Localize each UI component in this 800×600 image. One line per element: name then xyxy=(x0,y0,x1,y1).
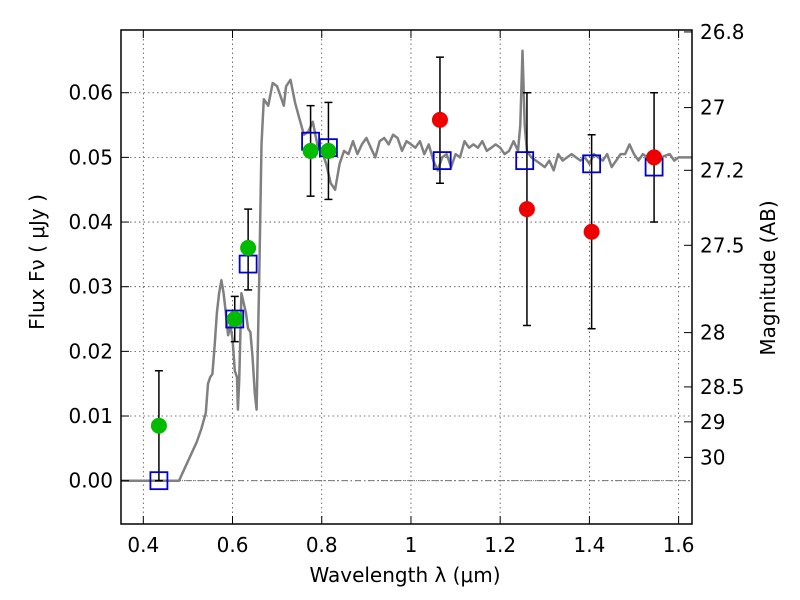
observed-flux-point xyxy=(583,223,600,240)
model-flux-square-point xyxy=(432,151,452,171)
plot-contents xyxy=(121,49,692,491)
y2-tick-label: 30 xyxy=(700,445,725,469)
y-tick-label: 0.05 xyxy=(68,145,113,169)
x-tick-label: 1.4 xyxy=(573,533,605,557)
x-tick-label: 0.4 xyxy=(127,533,159,557)
y2-tick-label: 27 xyxy=(700,96,725,120)
y2-tick-label: 28 xyxy=(700,321,725,345)
x-tick-label: 1.2 xyxy=(484,533,516,557)
observed-flux-point xyxy=(320,142,337,159)
y-tick-label: 0.06 xyxy=(68,81,113,105)
observed-flux-point xyxy=(240,239,257,256)
y2-tick-label: 29 xyxy=(700,410,725,434)
x-tick-label: 1 xyxy=(405,533,418,557)
x-axis-label: Wavelength λ (μm) xyxy=(309,563,500,587)
observed-flux-point xyxy=(518,201,535,218)
observed-flux-point xyxy=(302,142,319,159)
observed-flux-point xyxy=(226,311,243,328)
y-tick-label: 0.04 xyxy=(68,210,113,234)
observed-flux-point xyxy=(646,149,663,166)
y-axis-label: Flux Fν ( μJy ) xyxy=(25,194,49,330)
y-tick-label: 0.03 xyxy=(68,275,113,299)
tick-labels: 0.4 0.6 0.8 1 1.2 1.4 1.6 0.00 0.01 0.02 0.03 0.04 0… xyxy=(68,20,744,557)
y2-axis-label: Magnitude (AB) xyxy=(756,200,780,355)
model-spectrum-line xyxy=(121,49,692,482)
y2-tick-label: 27.5 xyxy=(700,233,745,257)
y-tick-label: 0.02 xyxy=(68,339,113,363)
y2-tick-label: 27.2 xyxy=(700,158,745,182)
plot-frame xyxy=(120,29,693,525)
y2-tick-label: 28.5 xyxy=(700,375,745,399)
y-tick-label: 0.00 xyxy=(68,469,113,493)
observed-flux-point xyxy=(150,417,167,434)
model-flux-square-point xyxy=(149,471,169,491)
y2-tick-label: 26.8 xyxy=(700,20,745,44)
model-flux-square-point xyxy=(225,309,245,329)
y-tick-label: 0.01 xyxy=(68,404,113,428)
model-flux-square-point xyxy=(515,151,535,171)
observed-flux-point xyxy=(431,111,448,128)
x-tick-label: 0.6 xyxy=(217,533,249,557)
x-tick-label: 0.8 xyxy=(306,533,338,557)
model-flux-square-point xyxy=(582,154,602,174)
axis-ticks xyxy=(121,30,692,524)
x-tick-label: 1.6 xyxy=(663,533,695,557)
